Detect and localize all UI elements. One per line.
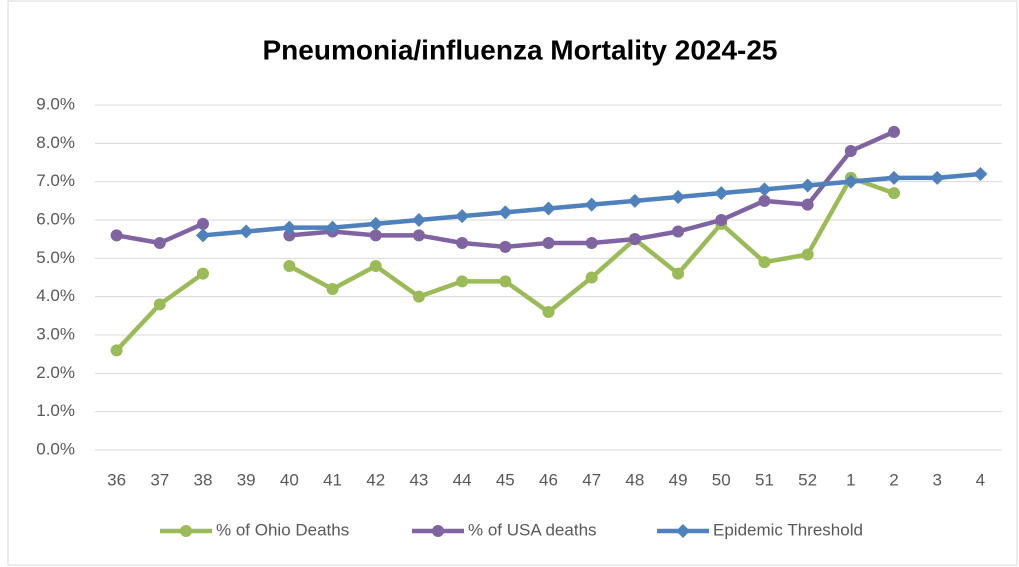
x-tick-label: 50 <box>712 470 731 489</box>
chart-frame <box>7 0 1018 566</box>
x-tick-label: 45 <box>496 470 515 489</box>
data-point <box>758 256 771 269</box>
x-tick-label: 47 <box>582 470 601 489</box>
chart-title: Pneumonia/influenza Mortality 2024-25 <box>262 34 777 65</box>
data-point <box>542 306 555 318</box>
x-tick-label: 38 <box>194 470 213 489</box>
data-point <box>973 167 988 181</box>
data-point <box>930 170 945 185</box>
data-point <box>542 237 555 249</box>
data-point <box>326 283 339 295</box>
y-tick-label: 4.0% <box>36 286 75 305</box>
data-point <box>195 228 210 243</box>
y-tick-label: 1.0% <box>36 401 75 420</box>
legend-marker <box>676 524 690 538</box>
x-tick-label: 40 <box>280 470 299 489</box>
y-tick-label: 5.0% <box>36 248 75 267</box>
x-tick-label: 3 <box>932 470 941 489</box>
data-point <box>499 240 512 253</box>
data-point <box>888 125 901 138</box>
data-point <box>456 237 469 249</box>
x-tick-label: 43 <box>409 470 428 489</box>
x-tick-label: 4 <box>976 470 985 489</box>
data-point <box>628 233 641 246</box>
x-tick-label: 42 <box>366 470 385 489</box>
data-point <box>369 260 382 272</box>
data-point <box>369 229 382 242</box>
y-tick-label: 2.0% <box>36 363 75 382</box>
x-tick-label: 2 <box>889 470 898 489</box>
data-point <box>627 193 642 208</box>
data-point <box>456 275 469 288</box>
data-point <box>412 229 425 242</box>
data-point <box>801 198 814 211</box>
legend-label: Epidemic Threshold <box>713 520 863 539</box>
data-point <box>411 213 426 227</box>
data-point <box>584 197 599 212</box>
legend-marker <box>432 525 444 537</box>
data-point <box>541 201 556 216</box>
data-point <box>672 225 685 238</box>
x-tick-label: 52 <box>798 470 817 489</box>
data-point <box>110 344 123 357</box>
x-tick-label: 48 <box>625 470 644 489</box>
data-point <box>671 190 686 204</box>
legend-marker <box>180 525 192 537</box>
x-tick-label: 44 <box>453 470 472 489</box>
data-point <box>757 182 772 197</box>
x-tick-label: 39 <box>237 470 256 489</box>
legend-label: % of USA deaths <box>468 520 597 539</box>
data-point <box>368 216 383 231</box>
data-point <box>800 178 815 193</box>
data-point <box>758 194 771 207</box>
data-point <box>153 298 166 311</box>
data-point <box>585 271 598 284</box>
y-tick-label: 8.0% <box>36 133 75 152</box>
data-point <box>325 220 340 235</box>
data-point <box>801 248 814 261</box>
data-point <box>888 187 901 200</box>
data-point <box>239 224 254 239</box>
x-tick-label: 1 <box>846 470 855 489</box>
data-point <box>455 209 470 224</box>
data-point <box>672 267 685 280</box>
data-point <box>196 267 209 280</box>
data-point <box>110 229 123 242</box>
x-tick-label: 41 <box>323 470 342 489</box>
data-point <box>498 205 513 220</box>
data-point <box>283 260 296 272</box>
x-tick-label: 49 <box>669 470 688 489</box>
y-tick-label: 0.0% <box>36 439 75 458</box>
data-point <box>843 174 858 189</box>
data-point <box>585 237 598 249</box>
legend-label: % of Ohio Deaths <box>216 520 349 539</box>
x-tick-label: 36 <box>107 470 126 489</box>
data-point <box>196 217 209 230</box>
data-point <box>715 214 728 226</box>
x-tick-label: 37 <box>150 470 169 489</box>
x-tick-label: 51 <box>755 470 774 489</box>
y-tick-label: 9.0% <box>36 94 75 113</box>
y-tick-label: 6.0% <box>36 209 75 228</box>
data-point <box>282 220 297 235</box>
data-point <box>714 186 729 201</box>
data-point <box>283 229 296 242</box>
data-point <box>153 237 166 249</box>
x-tick-label: 46 <box>539 470 558 489</box>
y-tick-label: 7.0% <box>36 171 75 190</box>
data-point <box>887 170 902 185</box>
y-tick-label: 3.0% <box>36 324 75 343</box>
data-point <box>844 145 857 157</box>
data-point <box>412 290 425 303</box>
data-point <box>499 275 512 288</box>
